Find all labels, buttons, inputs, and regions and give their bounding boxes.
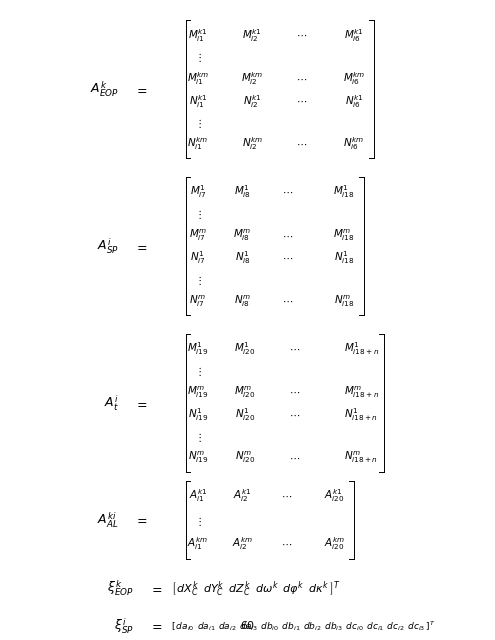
Text: $M^{1}_{i19}$: $M^{1}_{i19}$ bbox=[187, 340, 209, 357]
Text: $\cdots$: $\cdots$ bbox=[289, 410, 300, 420]
Text: $M^{m}_{i18}$: $M^{m}_{i18}$ bbox=[333, 228, 355, 243]
Text: $A^{km}_{i1}$: $A^{km}_{i1}$ bbox=[188, 536, 208, 552]
Text: $M^{m}_{i18+n}$: $M^{m}_{i18+n}$ bbox=[344, 385, 379, 400]
Text: $M^{k1}_{i6}$: $M^{k1}_{i6}$ bbox=[344, 27, 364, 44]
Text: $M^{1}_{i20}$: $M^{1}_{i20}$ bbox=[234, 340, 256, 357]
Text: $A^{k1}_{i2}$: $A^{k1}_{i2}$ bbox=[233, 488, 252, 504]
Text: $\cdots$: $\cdots$ bbox=[282, 253, 293, 263]
Text: $\xi^i_{SP}$: $\xi^i_{SP}$ bbox=[114, 616, 134, 636]
Text: $M^{1}_{i18}$: $M^{1}_{i18}$ bbox=[333, 184, 355, 200]
Text: $A^{ki}_{AL}$: $A^{ki}_{AL}$ bbox=[97, 510, 119, 530]
Text: $\cdots$: $\cdots$ bbox=[282, 296, 293, 306]
Text: $N^{k1}_{i6}$: $N^{k1}_{i6}$ bbox=[345, 93, 363, 109]
Text: $A^i_{SP}$: $A^i_{SP}$ bbox=[97, 237, 119, 256]
Text: $=$: $=$ bbox=[134, 513, 148, 527]
Text: $N^{m}_{i18}$: $N^{m}_{i18}$ bbox=[334, 293, 354, 308]
Text: $A^k_{EOP}$: $A^k_{EOP}$ bbox=[90, 80, 119, 99]
Text: $\vdots$: $\vdots$ bbox=[194, 365, 202, 378]
Text: $N^{1}_{i7}$: $N^{1}_{i7}$ bbox=[190, 250, 206, 266]
Text: $\vdots$: $\vdots$ bbox=[194, 208, 202, 221]
Text: $N^{1}_{i20}$: $N^{1}_{i20}$ bbox=[235, 406, 255, 423]
Text: $M^{km}_{i1}$: $M^{km}_{i1}$ bbox=[187, 70, 209, 87]
Text: $M^{k1}_{i1}$: $M^{k1}_{i1}$ bbox=[188, 27, 208, 44]
Text: $\left[\,da_{i0}\;\,da_{i1}\;\,da_{i2}\;\,da_{i3}\;\,db_{i0}\;\,db_{i1}\;\,db_{i: $\left[\,da_{i0}\;\,da_{i1}\;\,da_{i2}\;… bbox=[171, 619, 435, 633]
Text: $\cdots$: $\cdots$ bbox=[282, 187, 293, 197]
Text: $\vdots$: $\vdots$ bbox=[194, 515, 202, 528]
Text: $\cdots$: $\cdots$ bbox=[297, 74, 307, 84]
Text: $\left[\,dX^k_C\;\;dY^k_C\;\;dZ^k_C\;\;d\omega^k\;\;d\varphi^k\;\;d\kappa^k\,\ri: $\left[\,dX^k_C\;\;dY^k_C\;\;dZ^k_C\;\;d… bbox=[171, 579, 341, 598]
Text: $\cdots$: $\cdots$ bbox=[282, 230, 293, 241]
Text: $=$: $=$ bbox=[134, 397, 148, 410]
Text: $N^{k1}_{i1}$: $N^{k1}_{i1}$ bbox=[189, 93, 207, 109]
Text: $M^{1}_{i8}$: $M^{1}_{i8}$ bbox=[234, 184, 251, 200]
Text: $N^{km}_{i2}$: $N^{km}_{i2}$ bbox=[242, 136, 263, 152]
Text: $\cdots$: $\cdots$ bbox=[289, 344, 300, 354]
Text: $\vdots$: $\vdots$ bbox=[194, 117, 202, 130]
Text: $\xi^k_{EOP}$: $\xi^k_{EOP}$ bbox=[107, 579, 134, 598]
Text: $M^{1}_{i7}$: $M^{1}_{i7}$ bbox=[190, 184, 206, 200]
Text: $N^{m}_{i8}$: $N^{m}_{i8}$ bbox=[234, 293, 251, 308]
Text: $A^i_t$: $A^i_t$ bbox=[104, 394, 119, 413]
Text: $=$: $=$ bbox=[134, 240, 148, 253]
Text: $=$: $=$ bbox=[134, 83, 148, 96]
Text: $\cdots$: $\cdots$ bbox=[281, 491, 292, 501]
Text: $M^{m}_{i8}$: $M^{m}_{i8}$ bbox=[234, 228, 251, 243]
Text: $M^{m}_{i7}$: $M^{m}_{i7}$ bbox=[189, 228, 207, 243]
Text: $M^{1}_{i18+n}$: $M^{1}_{i18+n}$ bbox=[344, 340, 379, 357]
Text: 60: 60 bbox=[241, 621, 254, 631]
Text: $N^{m}_{i20}$: $N^{m}_{i20}$ bbox=[235, 450, 255, 465]
Text: $M^{m}_{i20}$: $M^{m}_{i20}$ bbox=[234, 385, 256, 400]
Text: $\cdots$: $\cdots$ bbox=[289, 387, 300, 397]
Text: $=$: $=$ bbox=[149, 582, 163, 595]
Text: $M^{k1}_{i2}$: $M^{k1}_{i2}$ bbox=[243, 27, 262, 44]
Text: $N^{k1}_{i2}$: $N^{k1}_{i2}$ bbox=[243, 93, 262, 109]
Text: $\cdots$: $\cdots$ bbox=[289, 452, 300, 463]
Text: $A^{km}_{i2}$: $A^{km}_{i2}$ bbox=[232, 536, 253, 552]
Text: $N^{1}_{i8}$: $N^{1}_{i8}$ bbox=[235, 250, 250, 266]
Text: $M^{m}_{i19}$: $M^{m}_{i19}$ bbox=[187, 385, 209, 400]
Text: $\cdots$: $\cdots$ bbox=[297, 30, 307, 40]
Text: $A^{k1}_{i1}$: $A^{k1}_{i1}$ bbox=[189, 488, 207, 504]
Text: $N^{m}_{i19}$: $N^{m}_{i19}$ bbox=[188, 450, 208, 465]
Text: $\vdots$: $\vdots$ bbox=[194, 274, 202, 287]
Text: $=$: $=$ bbox=[149, 620, 163, 632]
Text: $N^{1}_{i18+n}$: $N^{1}_{i18+n}$ bbox=[345, 406, 378, 423]
Text: $M^{km}_{i6}$: $M^{km}_{i6}$ bbox=[343, 70, 365, 87]
Text: $M^{km}_{i2}$: $M^{km}_{i2}$ bbox=[241, 70, 264, 87]
Text: $N^{km}_{i6}$: $N^{km}_{i6}$ bbox=[343, 136, 365, 152]
Text: $N^{1}_{i19}$: $N^{1}_{i19}$ bbox=[188, 406, 208, 423]
Text: $\vdots$: $\vdots$ bbox=[194, 431, 202, 444]
Text: $A^{km}_{i20}$: $A^{km}_{i20}$ bbox=[324, 536, 345, 552]
Text: $N^{m}_{i18+n}$: $N^{m}_{i18+n}$ bbox=[345, 450, 378, 465]
Text: $\cdots$: $\cdots$ bbox=[297, 139, 307, 149]
Text: $\cdots$: $\cdots$ bbox=[297, 96, 307, 106]
Text: $\vdots$: $\vdots$ bbox=[194, 51, 202, 64]
Text: $\cdots$: $\cdots$ bbox=[281, 539, 292, 549]
Text: $N^{m}_{i7}$: $N^{m}_{i7}$ bbox=[190, 293, 206, 308]
Text: $N^{1}_{i18}$: $N^{1}_{i18}$ bbox=[334, 250, 354, 266]
Text: $A^{k1}_{i20}$: $A^{k1}_{i20}$ bbox=[324, 488, 345, 504]
Text: $N^{km}_{i1}$: $N^{km}_{i1}$ bbox=[187, 136, 209, 152]
